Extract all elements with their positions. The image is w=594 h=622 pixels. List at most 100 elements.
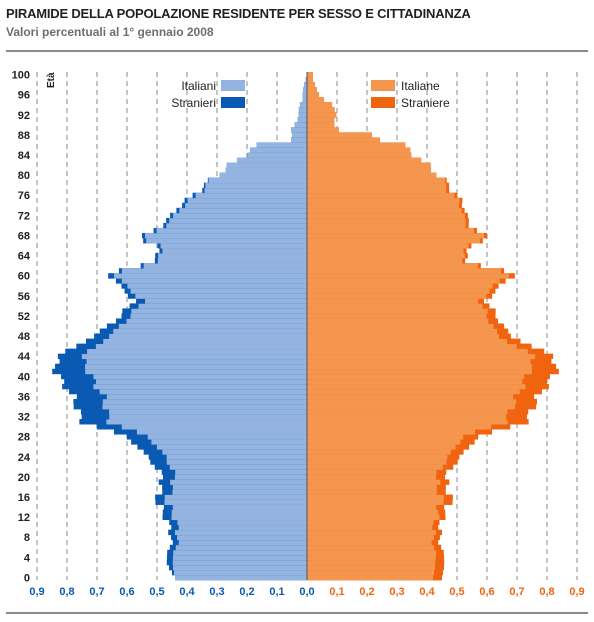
age-tick-16: 16 xyxy=(18,492,30,504)
bar-female-italian-age-63 xyxy=(307,258,463,264)
bar-male-italian-age-60 xyxy=(114,273,307,279)
bar-female-italian-age-54 xyxy=(307,303,483,309)
bar-male-italian-age-10 xyxy=(178,524,307,531)
bar-female-italian-age-38 xyxy=(307,383,526,390)
bar-female-italian-age-21 xyxy=(307,469,437,475)
bar-male-italian-age-82 xyxy=(226,162,307,168)
bar-female-italian-age-34 xyxy=(307,403,516,410)
bar-male-italian-age-26 xyxy=(156,444,307,450)
bar-male-italian-age-39 xyxy=(95,378,307,385)
x-tick-left-0,2: 0,2 xyxy=(239,586,254,598)
bar-male-italian-age-4 xyxy=(172,554,307,561)
bar-male-italian-age-28 xyxy=(147,434,307,440)
bar-female-italian-age-18 xyxy=(307,484,437,490)
x-tick-right-0,8: 0,8 xyxy=(539,586,554,598)
bar-female-italian-age-13 xyxy=(307,509,439,516)
bar-female-italian-age-91 xyxy=(307,117,335,123)
bar-female-italian-age-39 xyxy=(307,378,523,385)
bar-female-italian-age-12 xyxy=(307,514,440,521)
bar-female-italian-age-53 xyxy=(307,308,488,314)
age-tick-28: 28 xyxy=(18,432,30,444)
bar-male-italian-age-81 xyxy=(225,167,307,173)
bar-female-italian-age-35 xyxy=(307,398,517,405)
bar-male-italian-age-70 xyxy=(166,222,307,229)
bar-female-italian-age-27 xyxy=(307,439,461,445)
bar-female-italian-age-33 xyxy=(307,408,508,415)
bar-male-italian-age-90 xyxy=(294,122,307,128)
x-tick-right-0,3: 0,3 xyxy=(389,586,404,598)
age-tick-32: 32 xyxy=(18,412,30,424)
bar-male-italian-age-36 xyxy=(106,393,307,400)
bar-female-italian-age-42 xyxy=(307,363,532,370)
bar-male-italian-age-45 xyxy=(87,348,307,355)
bar-female-italian-age-100 xyxy=(307,72,313,78)
bar-male-italian-age-22 xyxy=(169,464,307,470)
bar-female-italian-age-92 xyxy=(307,112,337,118)
bar-female-italian-age-95 xyxy=(307,97,325,103)
bar-female-italian-age-7 xyxy=(307,539,432,546)
bar-male-italian-age-14 xyxy=(172,504,307,510)
bar-female-italian-age-67 xyxy=(307,237,480,244)
bar-male-italian-age-52 xyxy=(130,313,307,319)
bar-male-italian-age-61 xyxy=(121,268,307,274)
bar-female-italian-age-14 xyxy=(307,504,437,510)
bar-female-italian-age-79 xyxy=(307,177,446,184)
age-tick-72: 72 xyxy=(18,210,30,222)
bar-male-italian-age-43 xyxy=(86,358,308,365)
bar-female-italian-age-22 xyxy=(307,464,443,470)
bar-male-italian-age-11 xyxy=(177,519,307,526)
bar-female-italian-age-88 xyxy=(307,132,372,138)
bar-female-italian-age-69 xyxy=(307,227,474,234)
bar-male-italian-age-23 xyxy=(166,459,307,465)
bar-male-italian-age-96 xyxy=(302,92,307,98)
bar-male-italian-age-7 xyxy=(178,539,307,546)
y-axis-label: Età xyxy=(46,72,57,88)
age-tick-40: 40 xyxy=(18,371,30,383)
bar-male-italian-age-30 xyxy=(121,424,307,430)
bar-male-italian-age-99 xyxy=(305,77,307,83)
bar-male-italian-age-69 xyxy=(156,227,307,234)
bar-male-italian-age-48 xyxy=(109,333,307,339)
legend: Italiani Stranieri Italiane Straniere xyxy=(171,79,450,110)
age-tick-76: 76 xyxy=(18,190,30,202)
bars-layer xyxy=(52,72,559,581)
bar-female-italian-age-66 xyxy=(307,243,469,249)
bar-male-italian-age-2 xyxy=(173,564,307,571)
bar-female-italian-age-78 xyxy=(307,182,447,189)
bar-male-italian-age-80 xyxy=(219,172,307,179)
legend-swatch-straniere xyxy=(371,97,395,108)
bar-female-italian-age-65 xyxy=(307,248,464,254)
bar-male-italian-age-9 xyxy=(174,529,307,536)
x-tick-left-0,4: 0,4 xyxy=(179,586,195,598)
bar-female-italian-age-45 xyxy=(307,348,528,355)
age-tick-92: 92 xyxy=(18,110,30,122)
bar-male-italian-age-57 xyxy=(130,288,307,294)
bar-female-italian-age-6 xyxy=(307,544,435,551)
bar-female-italian-age-94 xyxy=(307,102,333,108)
bar-female-italian-age-61 xyxy=(307,268,502,274)
bar-female-italian-age-28 xyxy=(307,434,464,440)
bar-female-italian-age-31 xyxy=(307,419,508,425)
bar-male-italian-age-12 xyxy=(171,514,307,521)
x-tick-right-0,5: 0,5 xyxy=(449,586,464,598)
x-tick-left-0,7: 0,7 xyxy=(89,586,104,598)
bar-male-italian-age-83 xyxy=(236,157,307,163)
bar-male-italian-age-17 xyxy=(172,489,307,495)
bar-female-italian-age-43 xyxy=(307,358,531,365)
bar-male-italian-age-32 xyxy=(109,414,307,420)
bar-female-italian-age-64 xyxy=(307,253,465,259)
age-tick-8: 8 xyxy=(24,532,30,544)
bar-female-italian-age-17 xyxy=(307,489,437,495)
bar-female-italian-age-68 xyxy=(307,232,485,239)
bar-male-italian-age-67 xyxy=(146,237,307,244)
chart-subtitle: Valori percentuali al 1° gennaio 2008 xyxy=(6,25,214,39)
x-tick-right-0,6: 0,6 xyxy=(479,586,494,598)
bar-male-italian-age-3 xyxy=(172,559,307,566)
bar-female-italian-age-98 xyxy=(307,82,315,88)
bar-male-italian-age-13 xyxy=(171,509,307,516)
bar-female-italian-age-70 xyxy=(307,222,466,229)
x-tick-labels: 0,9 0,8 0,7 0,6 0,5 0,4 0,3 0,2 0,1 0,0 0,1 0,2 0,3 0… xyxy=(29,586,584,598)
bar-female-italian-age-0 xyxy=(307,574,433,581)
age-tick-24: 24 xyxy=(18,452,31,464)
bar-male-italian-age-95 xyxy=(302,97,307,103)
